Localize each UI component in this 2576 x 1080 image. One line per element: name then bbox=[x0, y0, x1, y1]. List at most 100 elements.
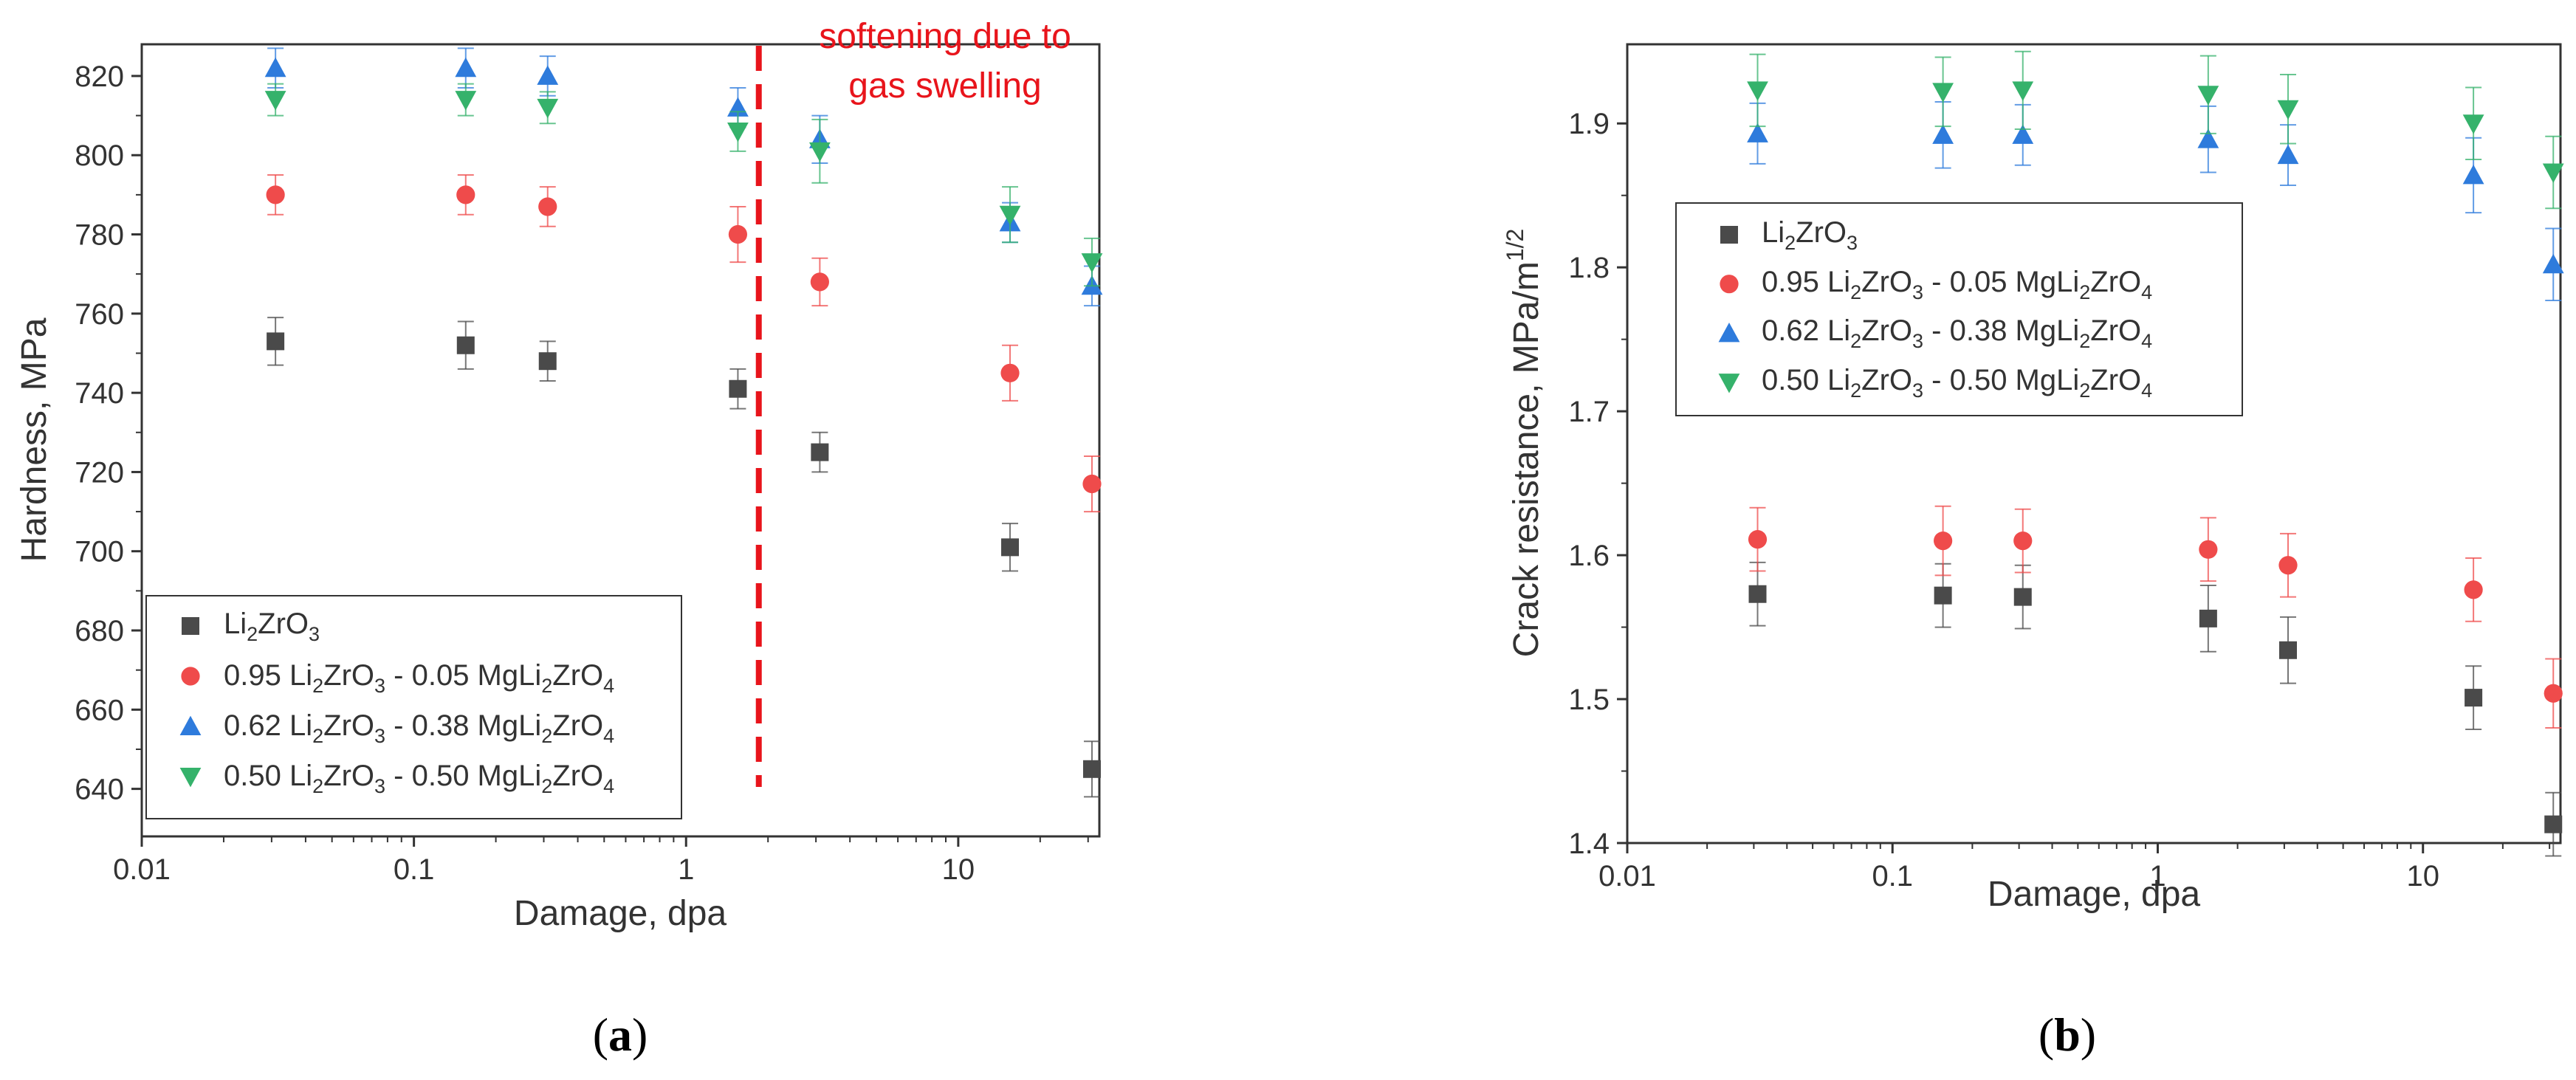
legend-markers bbox=[1718, 226, 1740, 393]
data-point bbox=[1001, 538, 1020, 557]
data-point bbox=[455, 91, 477, 111]
y-axis-label: Hardness, MPa bbox=[15, 317, 54, 562]
legend-label-095: 0.95 Li2ZrO3 - 0.05 MgLi2ZrO4 bbox=[1762, 266, 2152, 303]
y-tick-label: 1.8 bbox=[1568, 252, 1610, 284]
data-point bbox=[2278, 556, 2298, 575]
legend-label-050: 0.50 Li2ZrO3 - 0.50 MgLi2ZrO4 bbox=[1762, 364, 2152, 402]
data-point bbox=[2462, 114, 2484, 134]
data-point bbox=[2465, 689, 2483, 707]
data-point bbox=[2013, 588, 2032, 606]
legend: Li2ZrO3 0.95 Li2ZrO3 - 0.05 MgLi2ZrO4 0.… bbox=[145, 595, 682, 819]
data-point bbox=[1932, 83, 1954, 103]
legend-label-062: 0.62 Li2ZrO3 - 0.38 MgLi2ZrO4 bbox=[1762, 314, 2152, 352]
series-0 bbox=[267, 317, 1101, 798]
data-point bbox=[1747, 123, 1768, 142]
data-point bbox=[538, 197, 557, 216]
legend-marker bbox=[1720, 275, 1739, 294]
data-point bbox=[1932, 124, 1954, 144]
data-point bbox=[729, 379, 747, 398]
x-axis-label: Damage, dpa bbox=[514, 894, 727, 933]
chart-crack-resistance: Crack resistance, MPa/m1/2 Damage, dpa 0… bbox=[1502, 43, 2564, 1061]
legend-label-li2zro3: Li2ZrO3 bbox=[224, 608, 320, 645]
axis-ticks: 0.01 0.1 1 10 640 660 680 700 720 740 760 780 800 820 bbox=[75, 61, 1089, 886]
data-point bbox=[1000, 363, 1020, 382]
y-tick-label: 1.4 bbox=[1568, 828, 1610, 860]
data-point bbox=[455, 57, 477, 78]
y-tick-label: 800 bbox=[75, 140, 124, 172]
data-point bbox=[2199, 540, 2218, 559]
plot-frame bbox=[1626, 43, 2562, 845]
data-point bbox=[2012, 81, 2034, 101]
data-point bbox=[2462, 165, 2484, 185]
data-point bbox=[537, 65, 559, 85]
data-point bbox=[2197, 86, 2219, 106]
series-0 bbox=[1748, 561, 2563, 857]
data-point bbox=[537, 98, 559, 119]
legend-marker bbox=[179, 768, 202, 788]
legend-markers bbox=[179, 617, 202, 788]
legend-marker bbox=[181, 667, 200, 686]
series-3 bbox=[264, 83, 1103, 287]
data-point bbox=[264, 91, 286, 111]
data-point bbox=[266, 185, 285, 204]
data-point bbox=[999, 205, 1021, 226]
annotation-line-1: softening due to bbox=[819, 17, 1071, 56]
y-tick-label: 820 bbox=[75, 61, 124, 93]
y-tick-label: 720 bbox=[75, 456, 124, 489]
x-tick-label: 10 bbox=[2406, 860, 2439, 892]
y-tick-label: 740 bbox=[75, 377, 124, 410]
data-point bbox=[728, 224, 748, 244]
axis-ticks: 0.01 0.1 1 10 1.4 1.5 1.6 1.7 1.8 1.9 bbox=[1568, 108, 2551, 892]
series-1 bbox=[1748, 505, 2563, 729]
y-tick-label: 1.5 bbox=[1568, 684, 1610, 716]
y-axis-label: Crack resistance, MPa/m1/2 bbox=[1502, 229, 1546, 658]
chart-hardness: Hardness, MPa Damage, dpa 0.01 0.1 1 10 640 6… bbox=[15, 17, 1103, 1061]
y-tick-label: 680 bbox=[75, 615, 124, 647]
data-point bbox=[456, 336, 475, 354]
y-tick-label: 760 bbox=[75, 298, 124, 331]
legend-marker bbox=[1718, 323, 1740, 343]
x-tick-label: 0.01 bbox=[113, 853, 171, 886]
data-point bbox=[2277, 100, 2299, 120]
x-axis-label: Damage, dpa bbox=[1988, 875, 2200, 914]
y-tick-label: 780 bbox=[75, 219, 124, 252]
data-point bbox=[2544, 684, 2563, 703]
y-tick-label: 1.7 bbox=[1568, 396, 1610, 428]
x-tick-label: 10 bbox=[942, 853, 975, 886]
data-point bbox=[1748, 530, 1768, 549]
data-point bbox=[538, 352, 557, 371]
data-point bbox=[2277, 144, 2299, 165]
plot-marks bbox=[264, 47, 1103, 798]
legend-label-li2zro3: Li2ZrO3 bbox=[1762, 216, 1858, 254]
legend-box bbox=[145, 595, 682, 819]
legend-label-095: 0.95 Li2ZrO3 - 0.05 MgLi2ZrO4 bbox=[224, 659, 614, 697]
data-point bbox=[2542, 163, 2564, 183]
plot-frame bbox=[140, 43, 1101, 838]
data-point bbox=[811, 443, 829, 461]
data-point bbox=[2012, 124, 2034, 144]
data-point bbox=[727, 123, 749, 142]
y-tick-label: 660 bbox=[75, 694, 124, 726]
data-point bbox=[456, 185, 475, 204]
x-tick-label: 1 bbox=[678, 853, 694, 886]
data-point bbox=[2199, 609, 2217, 627]
data-point bbox=[267, 332, 285, 351]
legend-box bbox=[1675, 202, 2243, 416]
data-point bbox=[1747, 81, 1768, 101]
data-point bbox=[808, 142, 831, 162]
data-point bbox=[1081, 253, 1103, 273]
legend: Li2ZrO3 0.95 Li2ZrO3 - 0.05 MgLi2ZrO4 0.… bbox=[1675, 202, 2243, 416]
legend-marker bbox=[1720, 226, 1738, 244]
y-tick-label: 1.6 bbox=[1568, 540, 1610, 572]
legend-label-050: 0.50 Li2ZrO3 - 0.50 MgLi2ZrO4 bbox=[224, 760, 614, 797]
x-tick-label: 1 bbox=[2149, 860, 2165, 892]
x-tick-label: 0.1 bbox=[1872, 860, 1913, 892]
data-point bbox=[1748, 585, 1767, 603]
data-point bbox=[1934, 531, 1953, 551]
panel-label-a: (a) bbox=[593, 1008, 648, 1061]
y-tick-label: 640 bbox=[75, 774, 124, 806]
data-point bbox=[2464, 580, 2483, 599]
data-point bbox=[2279, 641, 2298, 659]
data-point bbox=[2544, 815, 2563, 833]
